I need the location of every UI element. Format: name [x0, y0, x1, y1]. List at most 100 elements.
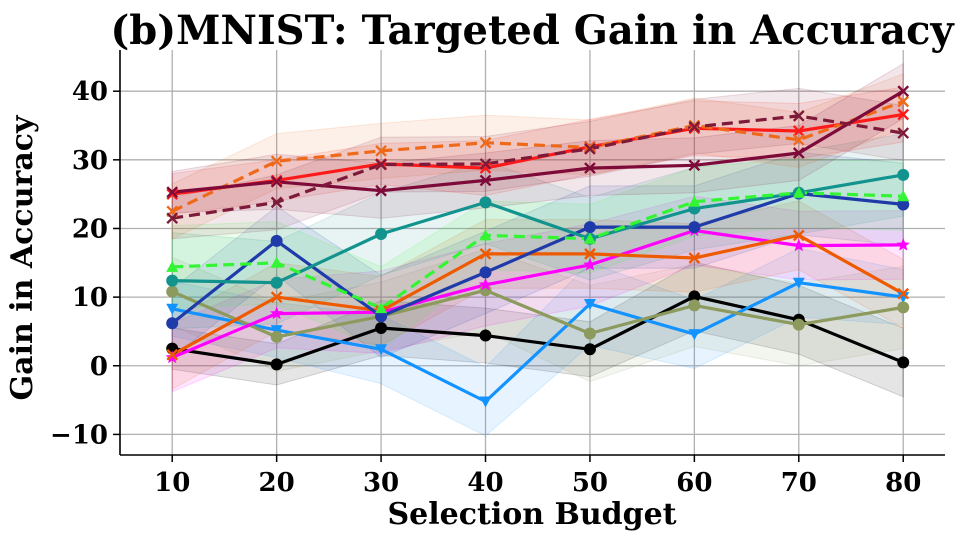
data-point-olive — [583, 327, 596, 340]
data-point-teal — [375, 227, 388, 240]
y-tick-label: 10 — [72, 283, 108, 313]
data-point-maroon — [688, 159, 701, 172]
data-point-orange — [479, 248, 492, 260]
series-line-red — [171, 112, 904, 196]
data-point-light-green — [375, 302, 388, 314]
data-point-sky-blue — [375, 344, 388, 356]
data-point-orange-dashed — [375, 145, 387, 157]
data-point-maroon — [270, 175, 283, 188]
data-point-magenta — [583, 257, 597, 271]
data-point-maroon — [792, 147, 805, 159]
data-point-light-green — [897, 190, 910, 202]
error-band-maroon — [171, 62, 904, 219]
data-point-red — [166, 188, 179, 201]
data-point-navy-blue — [166, 317, 179, 330]
data-point-navy-blue — [688, 221, 701, 234]
data-point-sky-blue — [270, 325, 283, 337]
x-tick-label: 20 — [259, 468, 295, 498]
data-point-navy-blue — [583, 221, 596, 234]
chart-title: (b)MNIST: Targeted Gain in Accuracy — [110, 7, 955, 54]
error-band-olive — [171, 248, 904, 383]
y-tick-label: 30 — [72, 146, 108, 176]
y-tick-label: 0 — [90, 352, 108, 382]
data-point-maroon-dashed — [584, 142, 596, 155]
data-point-orange-dashed — [897, 95, 910, 108]
data-point-teal — [166, 274, 179, 287]
data-point-maroon-dashed — [897, 127, 910, 139]
data-point-red — [897, 108, 910, 121]
data-point-olive — [270, 330, 283, 343]
data-point-red — [479, 162, 492, 174]
data-point-magenta — [896, 237, 910, 251]
data-point-black — [270, 358, 283, 371]
series-line-black — [171, 294, 904, 366]
data-point-light-green — [583, 232, 596, 244]
data-point-orange — [792, 229, 805, 242]
data-point-black — [897, 356, 910, 369]
data-point-maroon — [479, 174, 492, 187]
data-point-maroon-dashed — [479, 158, 492, 170]
data-point-navy-blue — [897, 198, 910, 211]
data-point-sky-blue — [166, 303, 179, 315]
data-point-sky-blue — [688, 329, 701, 341]
data-point-orange-dashed — [270, 155, 283, 168]
y-tick-label: −10 — [50, 420, 108, 450]
ticks: 10 20 30 40 50 60 70 80 −10 0 10 20 30 40 — [50, 77, 921, 498]
data-point-red — [792, 125, 805, 137]
x-tick-label: 10 — [154, 468, 190, 498]
error-band-maroon-dashed — [171, 87, 904, 240]
data-point-light-green — [792, 186, 805, 198]
series-line-orange-dashed — [171, 99, 904, 213]
series-line-light-green — [172, 191, 904, 310]
data-point-maroon-dashed — [792, 110, 805, 122]
data-point-light-green — [166, 260, 179, 272]
data-point-black — [375, 322, 388, 335]
data-point-black — [688, 290, 701, 303]
series-line-maroon — [172, 89, 905, 194]
y-tick-label: 40 — [72, 77, 108, 107]
x-tick-label: 30 — [363, 468, 399, 498]
data-point-orange — [688, 252, 701, 264]
data-point-maroon-dashed — [688, 121, 701, 133]
x-tick-label: 50 — [572, 468, 608, 498]
data-point-light-green — [479, 229, 492, 241]
data-point-black — [583, 343, 596, 356]
data-point-magenta — [269, 306, 284, 320]
data-point-black — [479, 329, 492, 342]
data-point-magenta — [165, 350, 179, 364]
data-point-teal — [897, 168, 910, 181]
x-tick-label: 60 — [676, 468, 712, 498]
data-point-maroon-dashed — [375, 158, 387, 171]
data-point-light-green — [270, 256, 283, 268]
data-point-orange-dashed — [792, 134, 805, 146]
error-band-black — [171, 261, 904, 398]
data-point-teal — [270, 276, 283, 289]
data-point-orange — [166, 348, 179, 361]
series-markers — [165, 85, 910, 408]
data-point-maroon — [166, 186, 179, 198]
series-line-magenta — [171, 228, 904, 359]
data-point-orange — [584, 248, 596, 260]
data-point-sky-blue — [479, 396, 492, 408]
data-point-orange — [270, 291, 283, 303]
data-point-navy-blue — [479, 266, 492, 279]
data-point-maroon — [584, 162, 596, 174]
error-band-red — [171, 86, 904, 216]
series-line-maroon-dashed — [171, 114, 904, 220]
data-point-navy-blue — [270, 234, 283, 247]
series-line-olive — [171, 288, 904, 339]
series-lines — [171, 89, 905, 404]
data-point-olive — [688, 299, 701, 312]
data-point-magenta — [478, 277, 493, 291]
series-line-orange — [171, 233, 904, 357]
x-tick-label: 80 — [885, 468, 921, 498]
data-point-olive — [897, 301, 910, 314]
series-line-navy-blue — [171, 191, 904, 325]
x-tick-label: 70 — [781, 468, 817, 498]
data-point-orange — [897, 287, 910, 300]
data-point-teal — [479, 196, 492, 209]
data-point-olive — [792, 318, 805, 331]
data-point-maroon — [375, 184, 387, 197]
data-point-navy-blue — [375, 310, 388, 323]
